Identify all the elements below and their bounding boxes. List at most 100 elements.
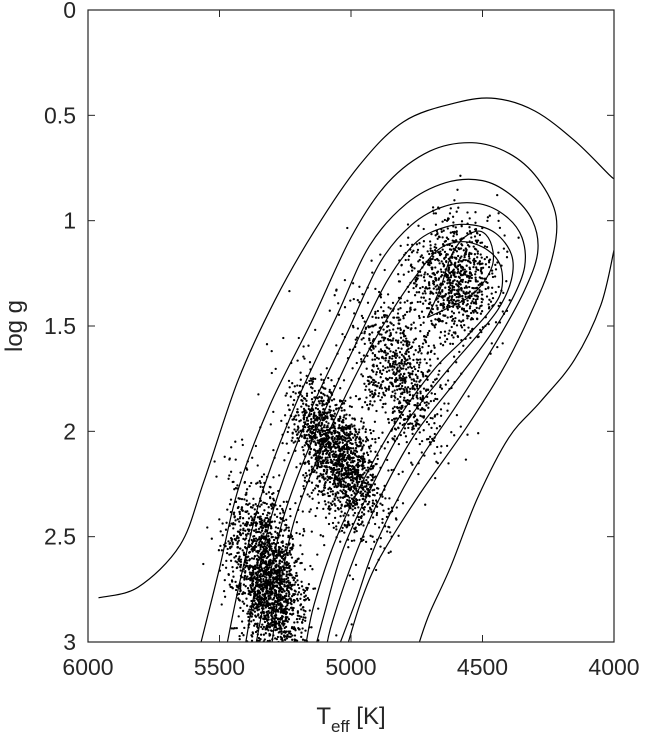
star-point xyxy=(400,384,404,388)
star-point xyxy=(457,247,460,250)
star-point xyxy=(296,621,299,624)
star-point xyxy=(359,523,363,526)
star-point xyxy=(408,362,412,365)
star-point xyxy=(294,392,297,395)
star-point xyxy=(479,312,483,315)
star-point xyxy=(314,452,318,455)
star-point xyxy=(384,389,388,392)
star-point xyxy=(337,462,340,466)
star-point xyxy=(405,310,409,314)
star-point xyxy=(297,591,301,594)
star-point xyxy=(250,548,253,551)
star-point xyxy=(363,360,366,363)
star-point xyxy=(432,344,436,347)
star-point xyxy=(429,261,433,265)
star-point xyxy=(244,529,247,532)
star-point xyxy=(478,233,482,237)
star-point xyxy=(456,271,459,275)
star-point xyxy=(396,369,399,373)
star-point xyxy=(341,457,344,460)
star-point xyxy=(434,476,437,480)
star-point xyxy=(324,433,328,437)
star-point xyxy=(416,402,419,405)
star-point xyxy=(293,589,296,592)
star-point xyxy=(284,605,287,608)
star-point xyxy=(399,382,402,386)
star-point xyxy=(254,521,257,525)
star-point xyxy=(265,565,268,568)
star-point xyxy=(281,622,284,625)
star-point xyxy=(301,606,305,609)
star-point xyxy=(271,520,274,523)
star-point xyxy=(296,583,300,587)
density-contour-7 xyxy=(271,241,504,642)
star-point xyxy=(480,297,483,300)
star-point xyxy=(408,393,412,397)
star-point xyxy=(366,466,370,469)
star-point xyxy=(363,471,366,474)
star-point xyxy=(342,483,345,486)
star-point xyxy=(233,556,236,559)
star-point xyxy=(453,230,456,234)
star-point xyxy=(480,268,483,271)
star-point xyxy=(250,542,254,545)
star-point xyxy=(467,314,470,318)
star-point xyxy=(333,458,336,461)
star-point xyxy=(350,623,353,626)
star-point xyxy=(343,433,347,436)
star-point xyxy=(406,299,409,302)
star-point xyxy=(336,485,339,488)
star-point xyxy=(265,602,268,605)
star-point xyxy=(363,342,366,346)
star-point xyxy=(303,476,307,479)
star-point xyxy=(423,279,426,282)
star-point xyxy=(252,619,255,622)
star-point xyxy=(333,384,336,388)
star-point xyxy=(434,234,437,237)
star-point xyxy=(494,268,498,271)
star-point xyxy=(264,560,267,563)
star-point xyxy=(439,250,442,253)
star-point xyxy=(401,502,405,505)
star-point xyxy=(349,438,353,442)
star-point xyxy=(447,297,450,300)
star-point xyxy=(301,534,305,537)
star-point xyxy=(326,461,330,465)
star-point xyxy=(264,521,268,525)
star-point xyxy=(371,474,374,478)
star-point xyxy=(421,292,425,295)
star-point xyxy=(374,499,378,502)
star-point xyxy=(266,555,270,559)
star-point xyxy=(419,323,422,327)
star-point xyxy=(412,424,415,428)
star-point xyxy=(487,261,491,264)
star-point xyxy=(426,331,430,335)
star-point xyxy=(258,480,261,483)
star-point xyxy=(368,500,371,504)
star-point xyxy=(276,532,279,535)
star-point xyxy=(286,584,289,587)
star-point xyxy=(357,431,361,434)
star-point xyxy=(373,483,377,486)
star-point xyxy=(419,358,422,361)
star-point xyxy=(250,634,253,637)
star-point xyxy=(392,323,395,327)
star-point xyxy=(327,453,331,456)
star-point xyxy=(286,616,289,619)
star-point xyxy=(375,370,378,374)
star-point xyxy=(244,537,248,540)
star-point xyxy=(238,520,241,523)
star-point xyxy=(343,443,347,447)
star-point xyxy=(327,446,330,449)
star-point xyxy=(469,318,473,321)
star-point xyxy=(370,547,373,551)
star-point xyxy=(439,451,442,454)
star-point xyxy=(461,260,464,263)
star-point xyxy=(456,265,460,268)
star-point xyxy=(384,351,387,354)
star-point xyxy=(302,527,305,531)
star-point xyxy=(459,270,463,273)
star-point xyxy=(269,629,273,632)
star-point xyxy=(406,243,409,247)
star-point xyxy=(455,295,458,299)
